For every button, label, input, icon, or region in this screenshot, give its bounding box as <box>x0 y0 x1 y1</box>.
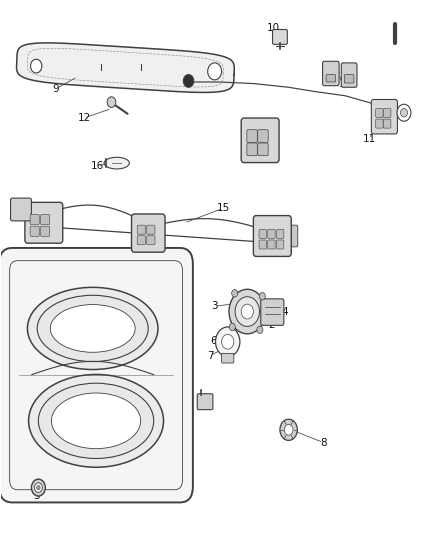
Circle shape <box>280 419 297 440</box>
Text: 1: 1 <box>48 413 55 423</box>
FancyBboxPatch shape <box>30 215 39 224</box>
FancyBboxPatch shape <box>25 203 63 243</box>
Circle shape <box>235 297 259 326</box>
Ellipse shape <box>28 287 158 369</box>
FancyBboxPatch shape <box>341 63 357 87</box>
Circle shape <box>208 63 222 80</box>
Text: 16: 16 <box>91 161 104 171</box>
Circle shape <box>284 424 293 435</box>
FancyBboxPatch shape <box>253 216 291 256</box>
FancyBboxPatch shape <box>197 394 213 410</box>
Circle shape <box>32 479 46 496</box>
FancyBboxPatch shape <box>259 240 266 249</box>
Ellipse shape <box>37 295 148 361</box>
FancyBboxPatch shape <box>371 100 397 134</box>
Text: 2: 2 <box>268 320 275 330</box>
Text: 10: 10 <box>267 23 280 33</box>
Polygon shape <box>17 43 234 92</box>
Text: 15: 15 <box>217 203 230 213</box>
FancyBboxPatch shape <box>268 229 275 238</box>
Circle shape <box>35 483 42 492</box>
FancyBboxPatch shape <box>259 229 266 238</box>
FancyBboxPatch shape <box>344 75 354 83</box>
FancyBboxPatch shape <box>276 240 284 249</box>
FancyBboxPatch shape <box>137 225 145 234</box>
FancyBboxPatch shape <box>41 226 49 236</box>
Ellipse shape <box>104 157 129 169</box>
FancyBboxPatch shape <box>384 119 391 128</box>
Circle shape <box>37 486 40 490</box>
FancyBboxPatch shape <box>258 143 268 156</box>
Text: 4: 4 <box>281 306 288 317</box>
FancyBboxPatch shape <box>286 225 298 247</box>
FancyBboxPatch shape <box>0 248 193 503</box>
FancyBboxPatch shape <box>376 119 383 128</box>
FancyBboxPatch shape <box>41 215 49 224</box>
FancyBboxPatch shape <box>268 240 275 249</box>
Circle shape <box>400 109 407 117</box>
Ellipse shape <box>28 375 163 467</box>
Circle shape <box>184 75 194 87</box>
FancyBboxPatch shape <box>131 214 165 252</box>
Text: 12: 12 <box>78 113 91 123</box>
FancyBboxPatch shape <box>147 225 155 234</box>
FancyBboxPatch shape <box>261 299 284 325</box>
Ellipse shape <box>51 393 141 449</box>
Ellipse shape <box>50 304 135 352</box>
FancyBboxPatch shape <box>247 130 257 142</box>
Circle shape <box>229 289 265 334</box>
FancyBboxPatch shape <box>376 109 383 117</box>
Text: 13: 13 <box>339 78 352 88</box>
Circle shape <box>241 304 253 319</box>
Circle shape <box>107 97 116 108</box>
Text: 6: 6 <box>211 336 217 346</box>
FancyBboxPatch shape <box>276 229 284 238</box>
FancyBboxPatch shape <box>137 236 145 245</box>
FancyBboxPatch shape <box>30 226 39 236</box>
Text: 5: 5 <box>33 490 39 500</box>
FancyBboxPatch shape <box>11 198 32 221</box>
Circle shape <box>257 326 263 334</box>
Text: 8: 8 <box>320 438 327 448</box>
Circle shape <box>229 323 235 330</box>
Circle shape <box>397 104 411 121</box>
Text: 14: 14 <box>245 140 258 150</box>
Text: 9: 9 <box>53 84 59 94</box>
FancyBboxPatch shape <box>384 109 391 117</box>
Circle shape <box>222 334 234 349</box>
FancyBboxPatch shape <box>147 236 155 245</box>
Circle shape <box>31 59 42 73</box>
Circle shape <box>232 289 238 297</box>
Text: 7: 7 <box>207 351 214 361</box>
FancyBboxPatch shape <box>326 75 336 82</box>
FancyBboxPatch shape <box>258 130 268 142</box>
Text: 11: 11 <box>363 134 376 144</box>
FancyBboxPatch shape <box>247 143 257 156</box>
Text: 3: 3 <box>212 301 218 311</box>
FancyBboxPatch shape <box>222 353 234 363</box>
FancyBboxPatch shape <box>241 118 279 163</box>
Circle shape <box>215 327 240 357</box>
Ellipse shape <box>39 383 154 458</box>
FancyBboxPatch shape <box>322 61 339 86</box>
FancyBboxPatch shape <box>272 29 287 44</box>
Circle shape <box>259 293 265 300</box>
